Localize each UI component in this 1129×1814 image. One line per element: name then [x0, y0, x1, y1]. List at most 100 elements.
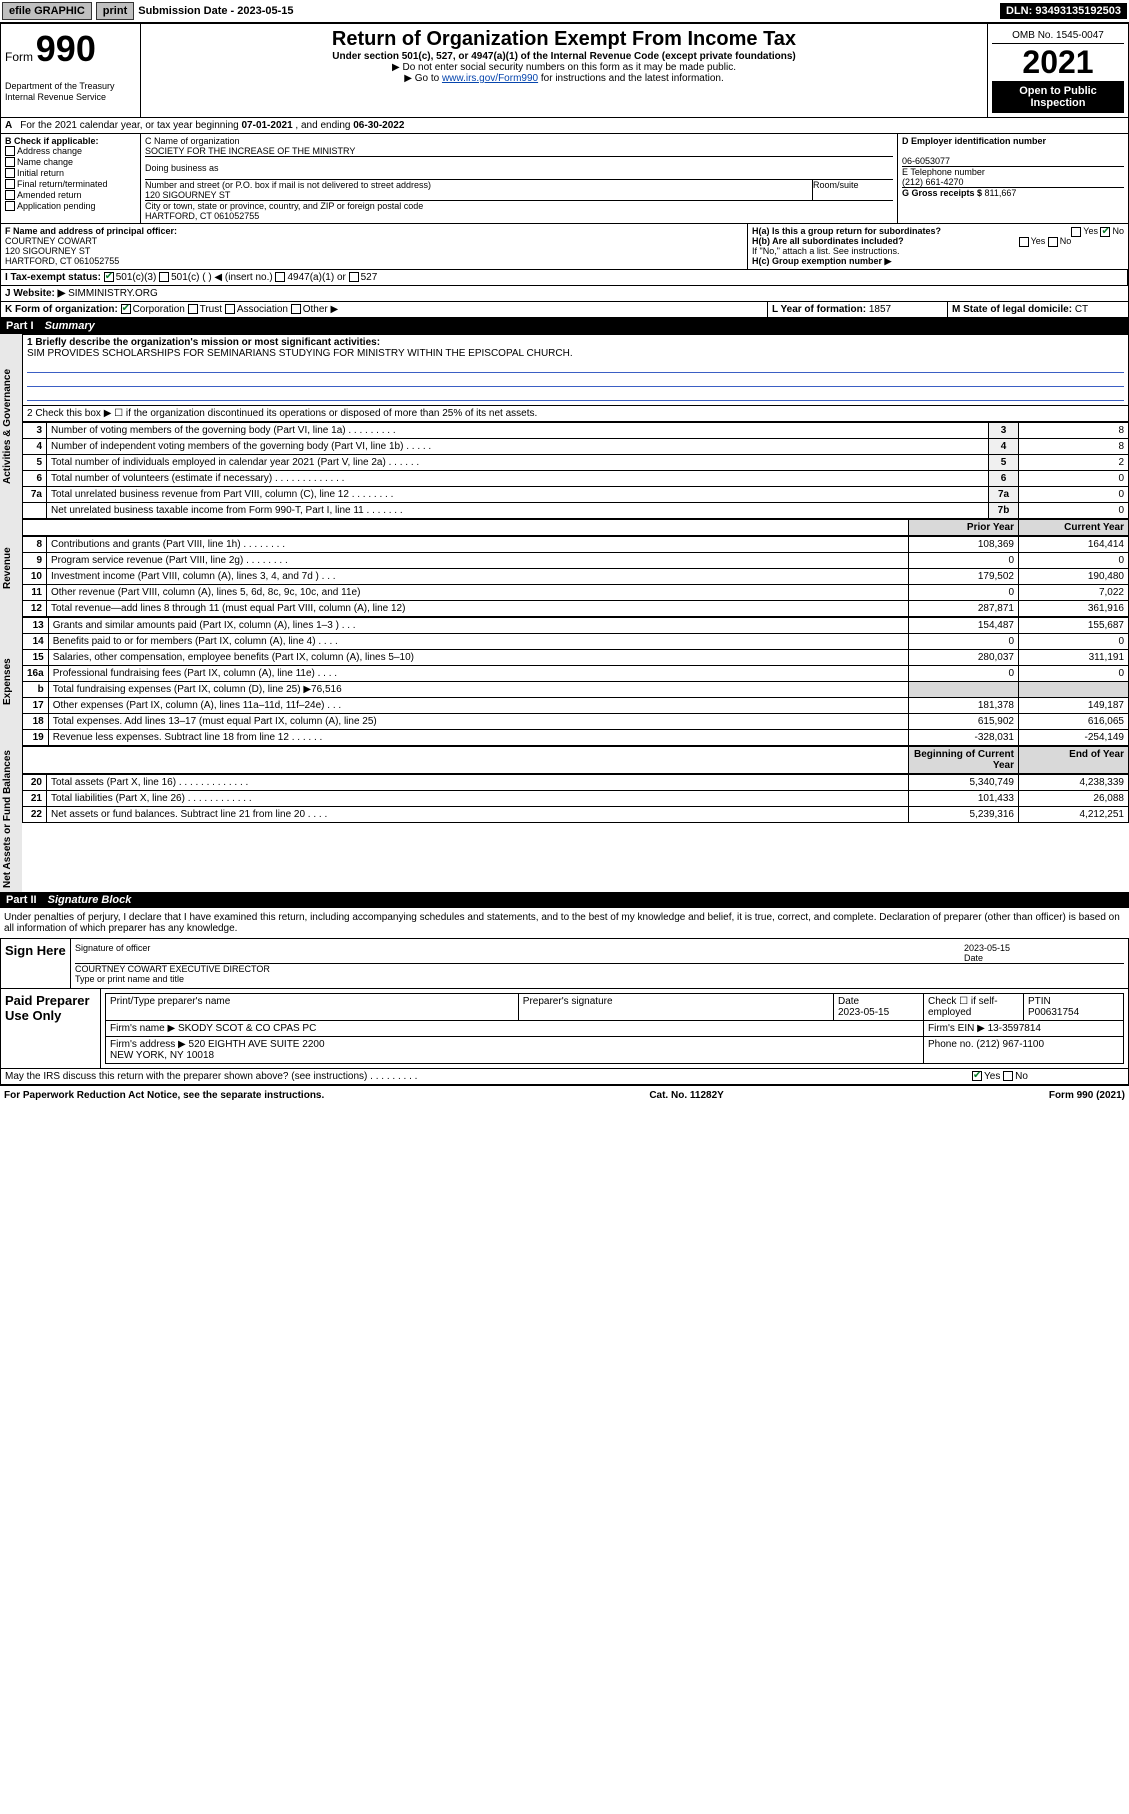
check-trust[interactable] — [188, 304, 198, 314]
ein: 06-6053077 — [902, 156, 950, 166]
part1-header: Part I Summary — [0, 318, 1129, 334]
line-num: 5 — [23, 455, 47, 471]
line-num: 10 — [23, 569, 47, 585]
footer-left: For Paperwork Reduction Act Notice, see … — [4, 1090, 324, 1101]
prep-date: 2023-05-15 — [838, 1007, 889, 1018]
box-g-label: G Gross receipts $ — [902, 188, 985, 198]
line-val: 8 — [1019, 439, 1129, 455]
ha-no[interactable] — [1100, 227, 1110, 237]
efile-button[interactable]: efile GRAPHIC — [2, 2, 92, 20]
box-e-label: E Telephone number — [902, 167, 985, 177]
line-text: Investment income (Part VIII, column (A)… — [47, 569, 909, 585]
print-button[interactable]: print — [96, 2, 134, 20]
line-text: Total number of individuals employed in … — [47, 455, 989, 471]
curr-val: 26,088 — [1019, 791, 1129, 807]
yes-label: Yes — [1083, 226, 1098, 236]
curr-val: 0 — [1019, 666, 1129, 682]
box-d-label: D Employer identification number — [902, 136, 1046, 146]
check-4947[interactable] — [275, 272, 285, 282]
phone-label: Phone no. — [928, 1039, 974, 1050]
discuss-yes[interactable] — [972, 1071, 982, 1081]
check-name-change[interactable] — [5, 157, 15, 167]
prior-val: 5,239,316 — [909, 807, 1019, 823]
line-num: 3 — [23, 423, 47, 439]
prior-val — [909, 682, 1019, 698]
opt-label: 501(c)(3) — [116, 272, 157, 283]
curr-val: 4,212,251 — [1019, 807, 1129, 823]
period-begin: 07-01-2021 — [241, 120, 292, 131]
opt-label: Trust — [200, 304, 222, 315]
line-box: 6 — [989, 471, 1019, 487]
line-text: Total fundraising expenses (Part IX, col… — [48, 682, 908, 698]
check-label: Address change — [17, 146, 82, 156]
telephone: (212) 661-4270 — [902, 177, 964, 187]
line-val: 8 — [1019, 423, 1129, 439]
line-text: Professional fundraising fees (Part IX, … — [48, 666, 908, 682]
line-num: 4 — [23, 439, 47, 455]
website-row: J Website: ▶ SIMMINISTRY.ORG — [0, 286, 1129, 302]
year-formation: 1857 — [869, 304, 891, 315]
line-text: Net assets or fund balances. Subtract li… — [47, 807, 909, 823]
opt-label: Association — [237, 304, 288, 315]
hb-no[interactable] — [1048, 237, 1058, 247]
opt-label: 4947(a)(1) or — [287, 272, 345, 283]
check-assoc[interactable] — [225, 304, 235, 314]
officer-block: F Name and address of principal officer:… — [0, 224, 1129, 270]
check-501c3[interactable] — [104, 272, 114, 282]
line-text: Net unrelated business taxable income fr… — [47, 503, 989, 519]
line-text: Program service revenue (Part VIII, line… — [47, 553, 909, 569]
firm-name: SKODY SCOT & CO CPAS PC — [178, 1023, 316, 1034]
line-num: b — [23, 682, 49, 698]
org-form-row: K Form of organization: Corporation Trus… — [0, 302, 1129, 318]
l2: 2 Check this box ▶ ☐ if the organization… — [23, 406, 1129, 422]
line-val: 0 — [1019, 487, 1129, 503]
period-row: A For the 2021 calendar year, or tax yea… — [0, 118, 1129, 134]
street: 120 SIGOURNEY ST — [145, 190, 230, 200]
check-label: Application pending — [17, 201, 96, 211]
discuss-row: May the IRS discuss this return with the… — [0, 1069, 1129, 1085]
part-label: Part II — [6, 894, 37, 906]
curr-val: 7,022 — [1019, 585, 1129, 601]
line-text: Total unrelated business revenue from Pa… — [47, 487, 989, 503]
curr-val: 0 — [1019, 553, 1129, 569]
period-text: For the 2021 calendar year, or tax year … — [20, 120, 241, 131]
prior-val: 5,340,749 — [909, 775, 1019, 791]
no-ssn-note: ▶ Do not enter social security numbers o… — [145, 62, 983, 73]
discuss-no[interactable] — [1003, 1071, 1013, 1081]
ha-yes[interactable] — [1071, 227, 1081, 237]
hb-yes[interactable] — [1019, 237, 1029, 247]
line-num: 14 — [23, 634, 49, 650]
check-amended-return[interactable] — [5, 190, 15, 200]
goto-link[interactable]: www.irs.gov/Form990 — [442, 73, 538, 84]
side-governance: Activities & Governance — [0, 334, 22, 519]
prior-val: 108,369 — [909, 537, 1019, 553]
col-sig: Preparer's signature — [518, 994, 833, 1021]
line-text: Number of voting members of the governin… — [47, 423, 989, 439]
curr-year-hdr: Current Year — [1019, 520, 1129, 536]
check-527[interactable] — [349, 272, 359, 282]
box-k-label: K Form of organization: — [5, 304, 118, 315]
line-num: 15 — [23, 650, 49, 666]
box-l-label: L Year of formation: — [772, 304, 869, 315]
check-other[interactable] — [291, 304, 301, 314]
submission-date: Submission Date - 2023-05-15 — [138, 5, 293, 17]
line-num: 13 — [23, 618, 49, 634]
goto-prefix: ▶ Go to — [404, 73, 442, 84]
officer-street: 120 SIGOURNEY ST — [5, 246, 90, 256]
check-if: Check ☐ if self-employed — [924, 994, 1024, 1021]
check-corp[interactable] — [121, 304, 131, 314]
date-label: Date — [964, 953, 983, 963]
check-address-change[interactable] — [5, 146, 15, 156]
org-name: SOCIETY FOR THE INCREASE OF THE MINISTRY — [145, 146, 355, 156]
line-num: 16a — [23, 666, 49, 682]
firm-addr2: NEW YORK, NY 10018 — [110, 1050, 214, 1061]
check-501c[interactable] — [159, 272, 169, 282]
line-val: 0 — [1019, 471, 1129, 487]
check-initial-return[interactable] — [5, 168, 15, 178]
period-mid: , and ending — [295, 120, 353, 131]
check-final-return[interactable] — [5, 179, 15, 189]
check-application-pending[interactable] — [5, 201, 15, 211]
paid-label: Paid Preparer Use Only — [1, 989, 101, 1068]
curr-val — [1019, 682, 1129, 698]
line-box: 7a — [989, 487, 1019, 503]
